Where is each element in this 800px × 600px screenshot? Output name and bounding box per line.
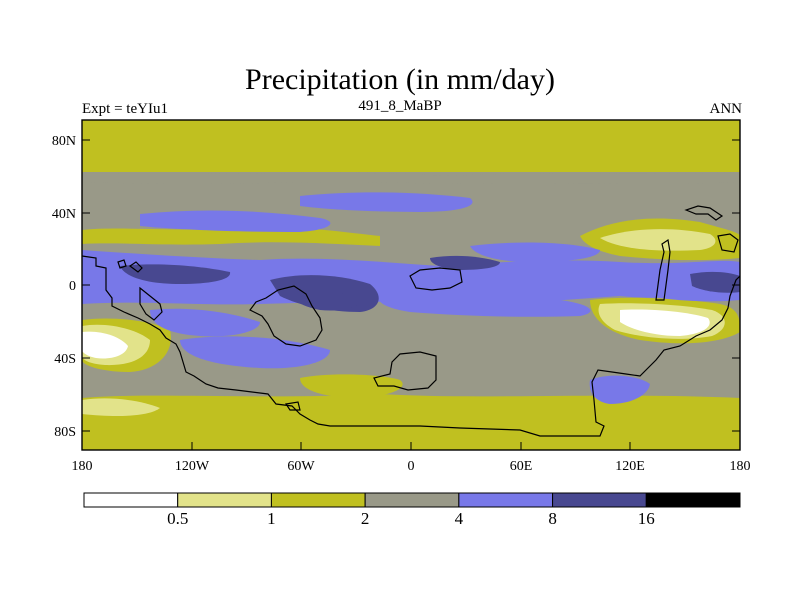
lat-tick-label: 40S <box>54 352 76 367</box>
lon-tick-label: 0 <box>408 459 415 474</box>
lon-tick-label: 180 <box>72 459 93 474</box>
colorbar-box <box>270 492 366 508</box>
map-title: Precipitation (in mm/day) <box>245 63 555 96</box>
colorbar-box <box>552 492 647 508</box>
colorbar-box <box>364 492 460 508</box>
colorbar-box <box>177 492 272 508</box>
colorbar-box <box>458 492 554 508</box>
map-field <box>82 120 740 450</box>
colorbar-label: 8 <box>548 509 557 528</box>
lat-tick-label: 0 <box>69 279 76 294</box>
colorbar-label: 2 <box>361 509 370 528</box>
season-label: ANN <box>709 101 743 117</box>
continent-outlines <box>82 205 740 437</box>
colorbar-labels: 0.5 1 2 4 8 16 <box>167 509 655 528</box>
tick-marks <box>81 139 741 450</box>
lon-tick-label: 60W <box>287 459 315 474</box>
lon-tick-label: 180 <box>730 459 751 474</box>
colorbar-box <box>83 492 179 508</box>
lat-tick-label: 40N <box>52 207 76 222</box>
colorbar-label: 16 <box>638 509 655 528</box>
period-label: 491_8_MaBP <box>358 98 442 114</box>
colorbar-label: 4 <box>455 509 464 528</box>
colorbar-label: 1 <box>267 509 276 528</box>
colorbar-label: 0.5 <box>167 509 188 528</box>
lon-tick-label: 120W <box>175 459 210 474</box>
experiment-label: Expt = teYIu1 <box>82 101 168 117</box>
colorbar-boxes <box>83 492 741 508</box>
lon-tick-label: 120E <box>615 459 645 474</box>
lat-tick-label: 80N <box>52 134 76 149</box>
lon-tick-label: 60E <box>510 459 533 474</box>
colorbar-box <box>645 492 741 508</box>
lat-tick-label: 80S <box>54 425 76 440</box>
